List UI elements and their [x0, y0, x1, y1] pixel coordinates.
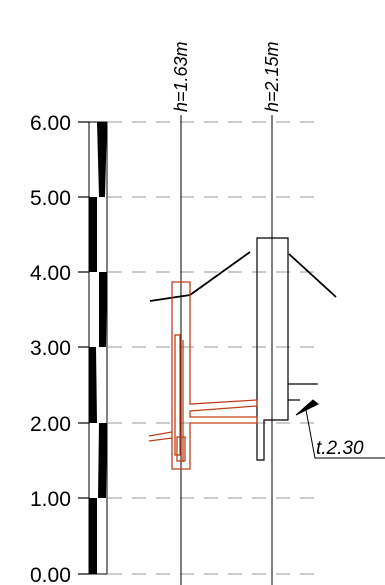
branch-left-2: [148, 437, 173, 442]
scale-label-3: 3.00: [30, 337, 71, 360]
tall-column-outline: [256, 237, 289, 461]
scale-segment-4: [89, 347, 97, 423]
branch-left-1: [148, 431, 173, 437]
annotation-leader: [305, 409, 385, 459]
tall-column-base: [257, 420, 289, 460]
black-structure: [256, 237, 318, 461]
scale-label-0: 0.00: [30, 564, 71, 585]
column-axes: [180, 115, 273, 585]
slope-left: [149, 251, 251, 302]
scale-label-4: 4.00: [30, 262, 71, 285]
annotation-label: t.2.30: [316, 438, 364, 459]
scale-segment-2: [89, 197, 97, 272]
inner-foot: [176, 436, 186, 462]
level-marker: [295, 399, 319, 416]
scale-segment-5: [98, 423, 107, 498]
scale-segment-3: [99, 272, 107, 347]
column-label-2: h=2.15m: [262, 41, 282, 112]
level-scale-bar: [78, 121, 108, 575]
scale-label-6: 6.00: [30, 112, 71, 135]
level-annotation: [295, 399, 385, 459]
slope-lines: [149, 251, 337, 302]
scale-segment-6: [89, 498, 97, 574]
red-structure: [148, 281, 258, 470]
small-column-outline: [171, 281, 258, 470]
scale-labels: 6.00 5.00 4.00 3.00 2.00 1.00 0.00: [30, 112, 71, 585]
column-label-1: h=1.63m: [171, 41, 191, 112]
slope-right: [288, 253, 337, 298]
scale-label-5: 5.00: [30, 187, 71, 210]
scale-label-1: 1.00: [30, 488, 71, 511]
scale-segment-1: [97, 122, 107, 197]
scale-label-2: 2.00: [30, 413, 71, 436]
